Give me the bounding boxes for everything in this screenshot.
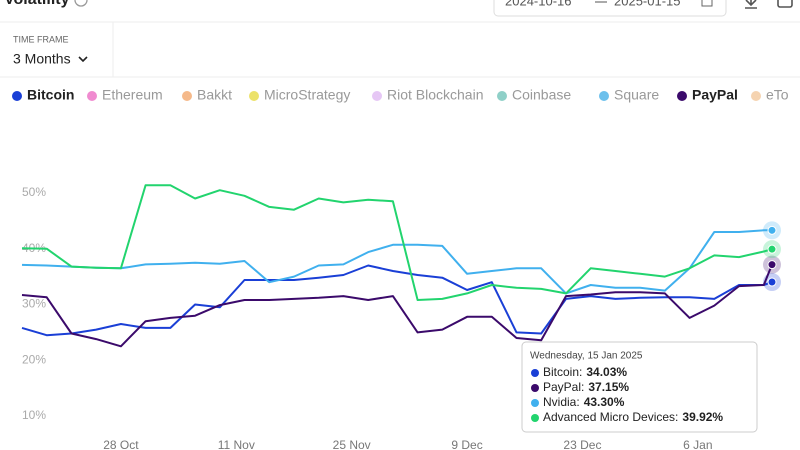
x-tick-label: 25 Nov <box>333 438 371 450</box>
series-line <box>21 229 772 295</box>
plot: 10%20%30%40%50%28 Oct 11 Nov 25 Nov 9 Dec 23… <box>21 184 781 450</box>
tooltip-dot <box>531 399 539 407</box>
tooltip-value: 34.03% <box>586 365 627 379</box>
share-icon[interactable] <box>777 0 793 8</box>
legend-label[interactable]: MicroStrategy <box>264 87 350 103</box>
legend-label[interactable]: PayPal <box>692 87 738 103</box>
tooltip-value: 37.15% <box>588 380 629 394</box>
x-tick-label: 9 Dec <box>451 438 482 450</box>
y-tick-label: 50% <box>22 185 46 199</box>
legend-dot[interactable] <box>751 91 761 101</box>
page-title: Volatility <box>4 0 70 8</box>
tooltip: Wednesday, 15 Jan 2025 Bitcoin: 34.03%PayP… <box>521 341 758 433</box>
x-tick-label: 28 Oct <box>103 438 139 450</box>
calendar-icon[interactable] <box>701 0 713 7</box>
legend-dot[interactable] <box>372 91 382 101</box>
tooltip-name: Bitcoin: <box>543 365 582 379</box>
legend-label[interactable]: eTo <box>766 87 789 103</box>
y-tick-label: 30% <box>22 297 46 311</box>
legend-dot[interactable] <box>182 91 192 101</box>
time-frame-select[interactable]: 3 Months <box>13 51 71 67</box>
x-tick-label: 6 Jan <box>683 438 712 450</box>
legend-label[interactable]: Square <box>614 87 659 103</box>
y-tick-label: 20% <box>22 352 46 366</box>
date-from[interactable]: 2024-10-16 <box>505 0 572 8</box>
legend-dot[interactable] <box>677 91 687 101</box>
legend-label[interactable]: Bakkt <box>197 87 232 103</box>
end-dot <box>767 277 777 287</box>
y-tick-label: 10% <box>22 408 46 422</box>
legend-label[interactable]: Ethereum <box>102 87 163 103</box>
legend: Bitcoin Ethereum Bakkt MicroStrategy Riot Bl… <box>12 87 789 103</box>
legend-dot[interactable] <box>497 91 507 101</box>
tooltip-dot <box>531 384 539 392</box>
legend-label[interactable]: Riot Blockchain <box>387 87 484 103</box>
legend-dot[interactable] <box>87 91 97 101</box>
tooltip-dot <box>531 369 539 377</box>
end-dot <box>767 260 777 270</box>
info-icon[interactable] <box>74 0 88 7</box>
tooltip-value: 43.30% <box>584 395 625 409</box>
series-line <box>21 184 773 301</box>
date-range[interactable] <box>493 0 727 17</box>
x-tick-label: 11 Nov <box>218 438 255 450</box>
legend-dot[interactable] <box>12 91 22 101</box>
end-dot <box>767 225 777 235</box>
time-frame-label: TIME FRAME <box>13 34 69 44</box>
date-to[interactable]: 2025-01-15 <box>614 0 681 8</box>
tooltip-title: Wednesday, 15 Jan 2025 <box>530 351 643 362</box>
legend-dot[interactable] <box>249 91 259 101</box>
series-line <box>21 264 773 337</box>
tooltip-value: 39.92% <box>682 410 723 424</box>
end-dot <box>767 244 777 254</box>
tooltip-box <box>521 341 758 433</box>
tooltip-name: PayPal: <box>543 380 584 394</box>
tooltip-name: Advanced Micro Devices: <box>543 410 678 424</box>
tooltip-dot <box>531 414 539 422</box>
legend-dot[interactable] <box>599 91 609 101</box>
tooltip-name: Nvidia: <box>543 395 580 409</box>
series-line <box>21 264 773 348</box>
x-tick-label: 23 Dec <box>563 438 601 450</box>
chevron[interactable] <box>78 56 88 63</box>
legend-label[interactable]: Bitcoin <box>27 87 74 103</box>
download-icon[interactable] <box>745 0 757 9</box>
legend-label[interactable]: Coinbase <box>512 87 571 103</box>
